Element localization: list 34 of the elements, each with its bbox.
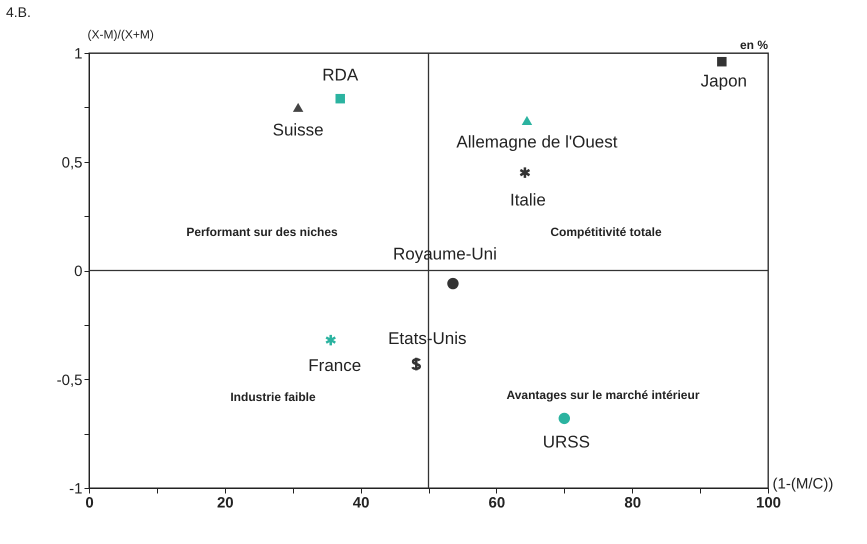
text: en % (740, 38, 768, 52)
series-label: RDA (322, 66, 359, 85)
x-axis-title: (1-(M/C)) (772, 476, 834, 492)
x-tick-label: 40 (352, 494, 370, 512)
y-tick-label: -1 (69, 480, 82, 498)
y-tick-label: 0 (74, 263, 82, 280)
x-tick-label: 60 (488, 494, 506, 512)
point (335, 94, 345, 104)
series-label: France (308, 356, 362, 376)
point (292, 102, 304, 112)
x-tick-label: 0 (85, 494, 94, 512)
point (324, 334, 337, 347)
point (519, 166, 531, 180)
point (717, 56, 727, 66)
annotation: Avantages sur le marché intérieur (506, 388, 700, 402)
chart-title: 4.B. (6, 4, 31, 20)
point (558, 412, 570, 424)
annotation: Industrie faible (230, 390, 316, 404)
series-label: Allemagne de l'Ouest (456, 132, 618, 152)
x-tick-label: 80 (624, 494, 642, 512)
annotation: Compétitivité totale (550, 225, 662, 239)
x-tick-label: 100 (756, 494, 782, 512)
y-tick-label: 1 (74, 46, 82, 62)
y-axis-title: (X-M)/(X+M) (88, 28, 154, 42)
y-tick-label: -0,5 (56, 372, 82, 389)
series-label: Italie (510, 190, 546, 210)
series-label: Suisse (272, 120, 324, 140)
point (447, 278, 459, 290)
series-label: URSS (542, 432, 590, 452)
series-label: Japon (700, 72, 747, 91)
point (522, 116, 532, 125)
x-tick-label: 20 (216, 494, 234, 512)
y-tick-label: 0,5 (62, 154, 82, 172)
annotation: Performant sur des niches (186, 225, 338, 239)
